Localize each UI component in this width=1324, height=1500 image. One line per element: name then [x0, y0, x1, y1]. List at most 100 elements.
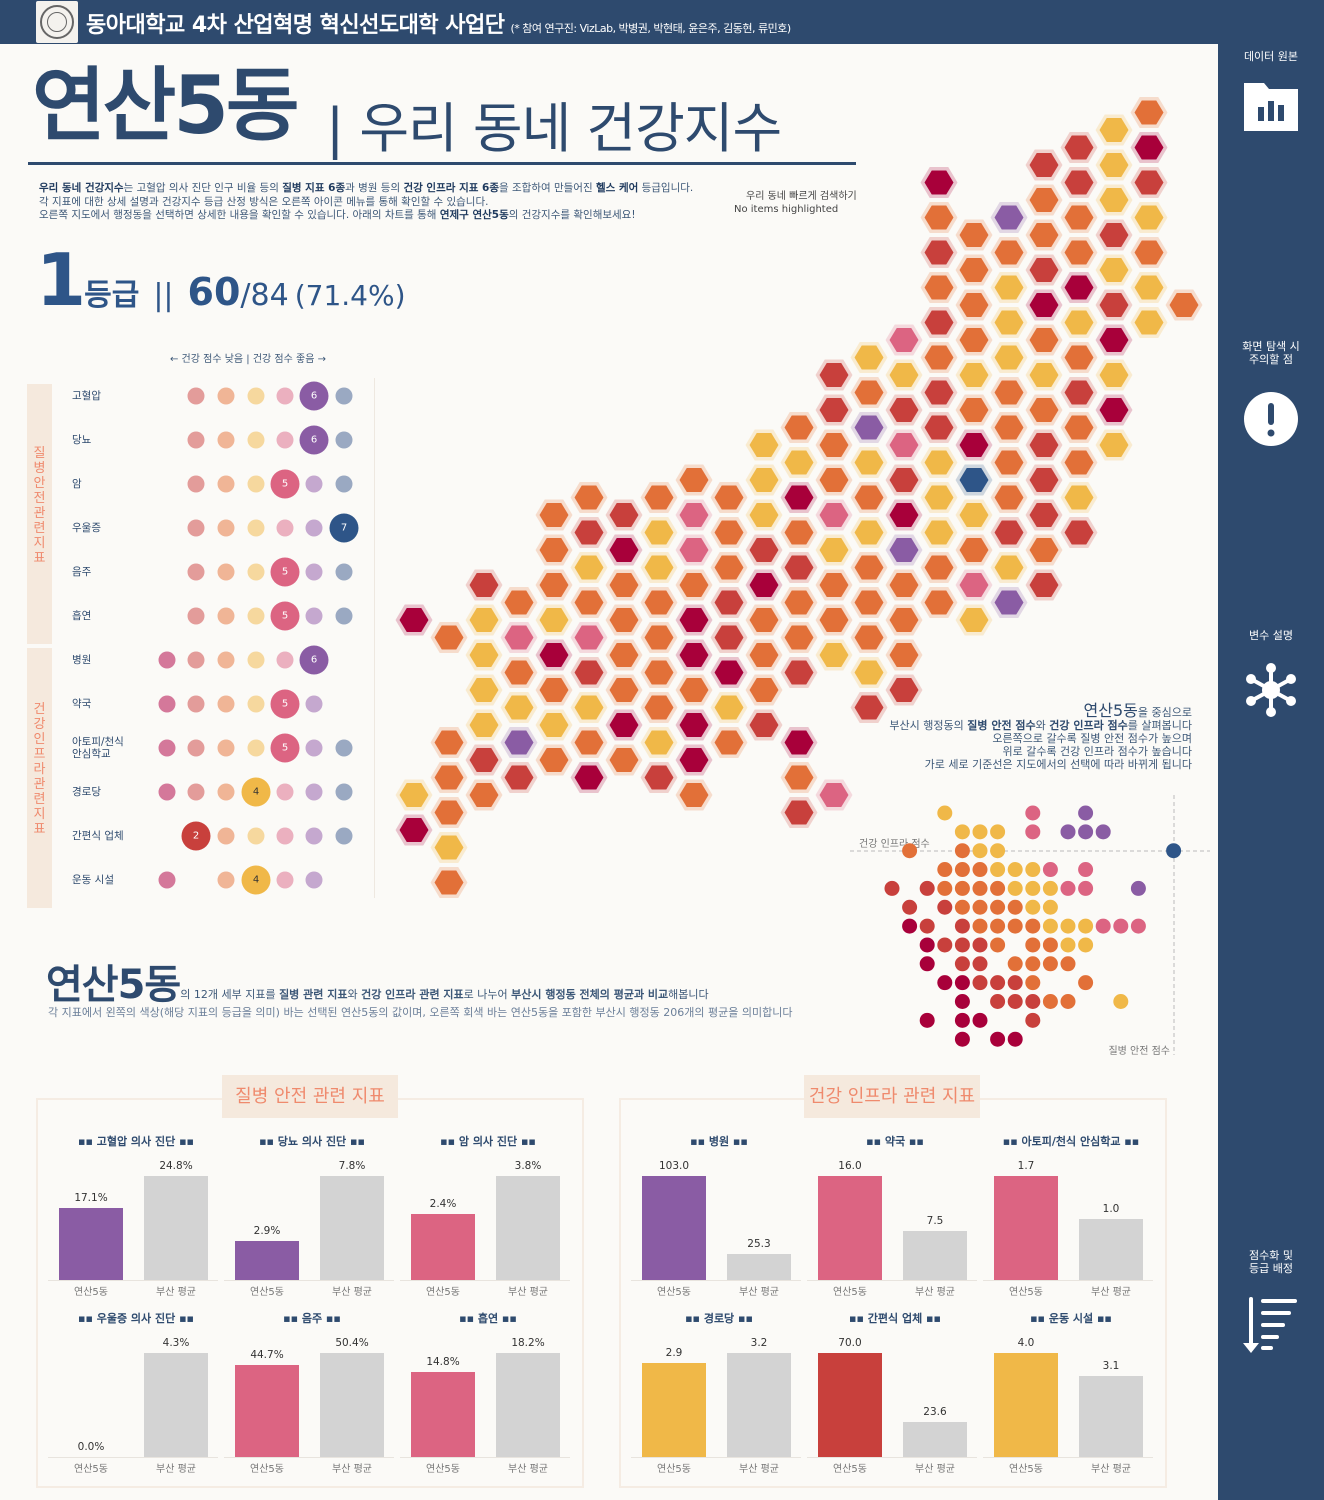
district-hex[interactable]: [539, 643, 569, 667]
grade-dot[interactable]: [158, 783, 176, 801]
district-hex[interactable]: [959, 293, 989, 317]
average-bar[interactable]: [727, 1353, 791, 1457]
district-hex[interactable]: [854, 415, 884, 440]
selected-grade-dot[interactable]: 7: [329, 513, 359, 543]
district-hex[interactable]: [644, 485, 674, 510]
district-hex[interactable]: [1064, 450, 1094, 475]
district-hex[interactable]: [1029, 363, 1059, 387]
district-hex[interactable]: [924, 555, 954, 580]
district-hex[interactable]: [609, 573, 639, 597]
district-hex[interactable]: [854, 660, 884, 685]
district-point[interactable]: [902, 899, 918, 915]
district-point[interactable]: [954, 880, 970, 896]
district-point[interactable]: [919, 880, 935, 896]
district-hex[interactable]: [1099, 223, 1129, 247]
district-hex[interactable]: [994, 205, 1024, 230]
grade-dot[interactable]: [217, 651, 235, 669]
district-hex[interactable]: [539, 503, 569, 527]
district-hex[interactable]: [819, 643, 849, 667]
district-hex[interactable]: [889, 678, 919, 702]
district-hex[interactable]: [1134, 205, 1164, 230]
district-hex[interactable]: [749, 678, 779, 702]
district-hex[interactable]: [1029, 573, 1059, 597]
district-hex[interactable]: [679, 748, 709, 772]
district-hex[interactable]: [959, 363, 989, 387]
district-point[interactable]: [1060, 824, 1076, 840]
district-hex[interactable]: [889, 608, 919, 632]
grade-dot[interactable]: [305, 695, 323, 713]
district-hex[interactable]: [959, 433, 989, 457]
district-point[interactable]: [954, 899, 970, 915]
district-hex[interactable]: [679, 713, 709, 737]
hex-map[interactable]: [390, 90, 1210, 910]
district-point[interactable]: [954, 994, 970, 1009]
district-hex[interactable]: [819, 608, 849, 632]
district-point[interactable]: [919, 956, 935, 972]
district-point[interactable]: [1042, 862, 1058, 878]
district-hex[interactable]: [1029, 398, 1059, 422]
district-point[interactable]: [990, 899, 1006, 915]
district-point[interactable]: [1078, 880, 1094, 896]
district-hex[interactable]: [819, 433, 849, 457]
district-hex[interactable]: [924, 485, 954, 510]
district-point[interactable]: [1078, 937, 1094, 953]
district-hex[interactable]: [644, 555, 674, 580]
grade-dot[interactable]: [217, 431, 235, 449]
district-hex[interactable]: [679, 783, 709, 807]
average-bar[interactable]: [320, 1353, 384, 1457]
district-hex[interactable]: [889, 643, 919, 667]
district-hex[interactable]: [609, 748, 639, 772]
scatter-plot[interactable]: 건강 인프라 점수 질병 안전 점수: [850, 790, 1220, 1060]
district-hex[interactable]: [539, 748, 569, 772]
district-point[interactable]: [919, 918, 935, 934]
district-point[interactable]: [1007, 899, 1023, 915]
grade-dot[interactable]: [276, 431, 294, 449]
district-hex[interactable]: [679, 503, 709, 527]
grade-dot[interactable]: [305, 871, 323, 889]
district-hex[interactable]: [1134, 100, 1164, 125]
grade-dot[interactable]: [305, 563, 323, 581]
district-hex[interactable]: [539, 713, 569, 737]
grade-dot[interactable]: [305, 783, 323, 801]
selected-grade-dot[interactable]: 5: [270, 557, 300, 587]
district-hex[interactable]: [924, 345, 954, 370]
grade-dot[interactable]: [305, 827, 323, 845]
district-point[interactable]: [1007, 918, 1023, 934]
district-hex[interactable]: [1029, 258, 1059, 282]
district-point[interactable]: [1042, 918, 1058, 934]
grade-dot[interactable]: [158, 871, 176, 889]
district-hex[interactable]: [924, 205, 954, 230]
district-point[interactable]: [884, 880, 900, 896]
district-hex[interactable]: [714, 730, 744, 755]
district-point[interactable]: [1042, 899, 1058, 915]
selected-grade-dot[interactable]: 4: [241, 865, 271, 895]
district-point[interactable]: [1078, 805, 1094, 821]
district-hex[interactable]: [504, 695, 534, 720]
district-hex[interactable]: [924, 520, 954, 545]
district-hex[interactable]: [1099, 153, 1129, 177]
district-hex[interactable]: [854, 695, 884, 720]
grade-dot[interactable]: [247, 607, 265, 625]
average-bar[interactable]: [144, 1353, 208, 1457]
district-hex[interactable]: [1029, 503, 1059, 527]
district-hex[interactable]: [854, 555, 884, 580]
district-bar[interactable]: [994, 1176, 1058, 1280]
district-hex[interactable]: [749, 643, 779, 667]
district-point[interactable]: [1025, 862, 1041, 878]
district-hex[interactable]: [714, 660, 744, 685]
district-hex[interactable]: [1169, 293, 1199, 317]
grade-dot[interactable]: [217, 871, 235, 889]
district-hex[interactable]: [1064, 240, 1094, 265]
district-point[interactable]: [1025, 956, 1041, 972]
district-point[interactable]: [954, 1012, 970, 1028]
district-point[interactable]: [972, 937, 988, 953]
district-hex[interactable]: [504, 590, 534, 615]
district-point[interactable]: [954, 918, 970, 934]
district-hex[interactable]: [1099, 188, 1129, 212]
district-hex[interactable]: [644, 765, 674, 790]
district-hex[interactable]: [434, 730, 464, 755]
district-hex[interactable]: [959, 538, 989, 562]
grade-dot[interactable]: [335, 607, 353, 625]
district-hex[interactable]: [889, 538, 919, 562]
district-hex[interactable]: [889, 398, 919, 422]
